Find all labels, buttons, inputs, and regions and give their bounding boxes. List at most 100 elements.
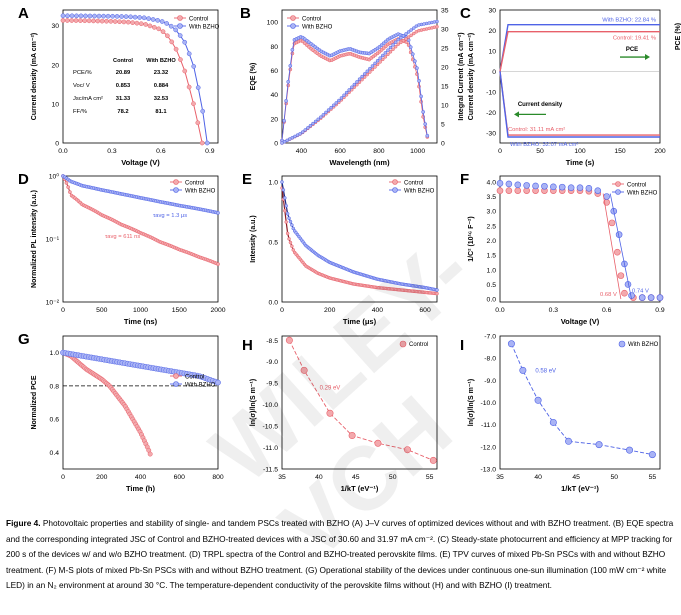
panel-label-B: B — [240, 5, 251, 22]
series-line-C-control-current-density — [499, 71, 660, 136]
data-point-A-with-bzho — [155, 17, 161, 23]
data-point-A-with-bzho — [164, 21, 170, 26]
data-point-H-control — [348, 432, 356, 440]
data-point-B-with-bzho-integral — [375, 58, 380, 63]
y-tick-label-C: 30 — [488, 8, 496, 15]
legend-label-D: With BZHO — [185, 188, 216, 194]
data-point-F-with-bzho — [514, 181, 522, 189]
table-cell-A: 0.853 — [116, 83, 131, 89]
x-tick-label-C: 0 — [498, 148, 502, 155]
data-point-B-with-bzho-integral — [378, 56, 382, 60]
y-axis-label-C: Current density (mA cm⁻²) — [468, 33, 475, 120]
data-point-A-control — [112, 19, 118, 24]
x-tick-label-I: 35 — [496, 474, 504, 481]
annotation-current-density: Current density — [518, 102, 563, 108]
data-point-B-control-integral — [391, 47, 395, 52]
data-point-B-with-bzho — [290, 47, 295, 52]
table-cell-A: Voc/ V — [73, 83, 90, 89]
data-point-A-control — [160, 29, 166, 34]
data-point-A-control — [69, 18, 75, 23]
data-point-A-with-bzho — [159, 19, 165, 24]
data-point-A-with-bzho — [132, 14, 138, 20]
figure-caption: Figure 4. Photovoltaic properties and st… — [6, 516, 675, 594]
x-tick-label-G: 200 — [96, 474, 108, 481]
series-line-C-control-pce — [499, 30, 660, 72]
data-point-H-control — [374, 439, 382, 447]
table-cell-A: PCE/% — [73, 70, 92, 76]
data-point-I-with-bzho — [549, 418, 557, 426]
table-header-A: Control — [113, 58, 133, 64]
y-tick-label-D: 10⁻² — [46, 300, 60, 307]
data-point-B-control-integral — [435, 24, 439, 29]
legend-label-E: Control — [404, 180, 423, 186]
table-cell-A: Jsc/mA cm² — [73, 96, 103, 102]
annotation-bzho-pce: With BZHO: 22.84 % — [602, 18, 656, 24]
legend-marker-D — [173, 187, 179, 193]
x-tick-label-E: 400 — [372, 307, 384, 314]
data-point-A-control — [147, 23, 153, 29]
y-tick-label-F: 2.0 — [487, 238, 497, 245]
x-tick-label-F: 0.3 — [549, 307, 559, 314]
x-tick-label-F: 0.9 — [655, 307, 665, 314]
y2-tick-label-B: 10 — [441, 103, 449, 110]
data-point-A-with-bzho — [78, 13, 84, 19]
data-point-A-with-bzho — [191, 64, 197, 69]
table-cell-A: 23.32 — [154, 70, 169, 76]
x-tick-label-H: 35 — [278, 474, 286, 481]
y2-tick-label-B: 5 — [441, 122, 445, 129]
data-point-E-control — [287, 237, 291, 241]
data-point-B-control-integral — [396, 42, 400, 46]
data-point-I-with-bzho — [565, 437, 573, 445]
data-point-A-with-bzho — [110, 13, 115, 19]
data-point-A-control — [186, 84, 192, 90]
data-point-I-with-bzho — [519, 366, 527, 374]
data-point-E-with-bzho — [285, 212, 290, 216]
data-point-B-with-bzho-integral — [329, 105, 333, 110]
data-point-H-control — [403, 446, 411, 454]
legend-label-I: With BZHO — [628, 342, 659, 348]
legend-marker-F — [615, 181, 621, 187]
y-tick-label-H: -10.5 — [263, 424, 279, 431]
y-tick-label-I: -11.0 — [481, 422, 496, 429]
y-tick-label-C: 0 — [492, 69, 496, 76]
panel-label-E: E — [242, 171, 252, 188]
data-point-B-with-bzho-integral — [334, 101, 338, 105]
y2-tick-label-B: 15 — [441, 84, 449, 91]
data-point-A-control — [199, 140, 205, 146]
data-point-A-control — [156, 26, 162, 32]
data-point-E-control — [285, 231, 290, 236]
x-tick-label-C: 50 — [536, 148, 544, 155]
table-cell-A: 81.1 — [155, 109, 167, 115]
data-point-B-with-bzho — [425, 133, 430, 138]
x-tick-label-I: 55 — [649, 474, 657, 481]
y2-tick-label-B: 0 — [441, 141, 445, 148]
data-point-A-with-bzho — [200, 108, 206, 114]
data-point-A-with-bzho — [87, 13, 93, 19]
data-point-B-with-bzho-integral — [306, 126, 310, 130]
data-point-F-with-bzho — [656, 294, 664, 301]
panel-label-A: A — [18, 5, 29, 22]
data-point-B-control-integral — [386, 52, 390, 57]
data-point-F-with-bzho — [505, 180, 513, 188]
data-point-B-with-bzho — [410, 52, 415, 56]
y-tick-label-B: 20 — [270, 116, 278, 123]
data-point-I-with-bzho — [534, 396, 542, 404]
legend-marker-E — [392, 187, 398, 193]
fit-line-F-bzho — [609, 193, 632, 300]
y2-tick-label-B: 30 — [441, 27, 449, 34]
y-tick-label-I: -7.0 — [484, 334, 496, 341]
data-point-A-with-bzho — [141, 15, 147, 21]
data-point-A-control — [95, 18, 101, 24]
y2-axis-label-B: Integral Current (mA cm⁻²) — [458, 32, 465, 120]
data-point-A-control — [138, 21, 144, 27]
data-point-G-control — [147, 451, 153, 457]
data-point-A-control — [191, 101, 196, 107]
data-point-F-with-bzho — [647, 294, 655, 301]
x-tick-label-E: 600 — [419, 307, 431, 314]
data-point-B-with-bzho-integral — [321, 113, 326, 117]
y-axis-label-B: EQE (%) — [250, 63, 257, 91]
x-tick-label-H: 45 — [352, 474, 360, 481]
data-point-A-with-bzho — [173, 27, 179, 33]
legend-marker-B — [290, 15, 296, 21]
x-axis-label-D: Time (ns) — [124, 317, 158, 326]
